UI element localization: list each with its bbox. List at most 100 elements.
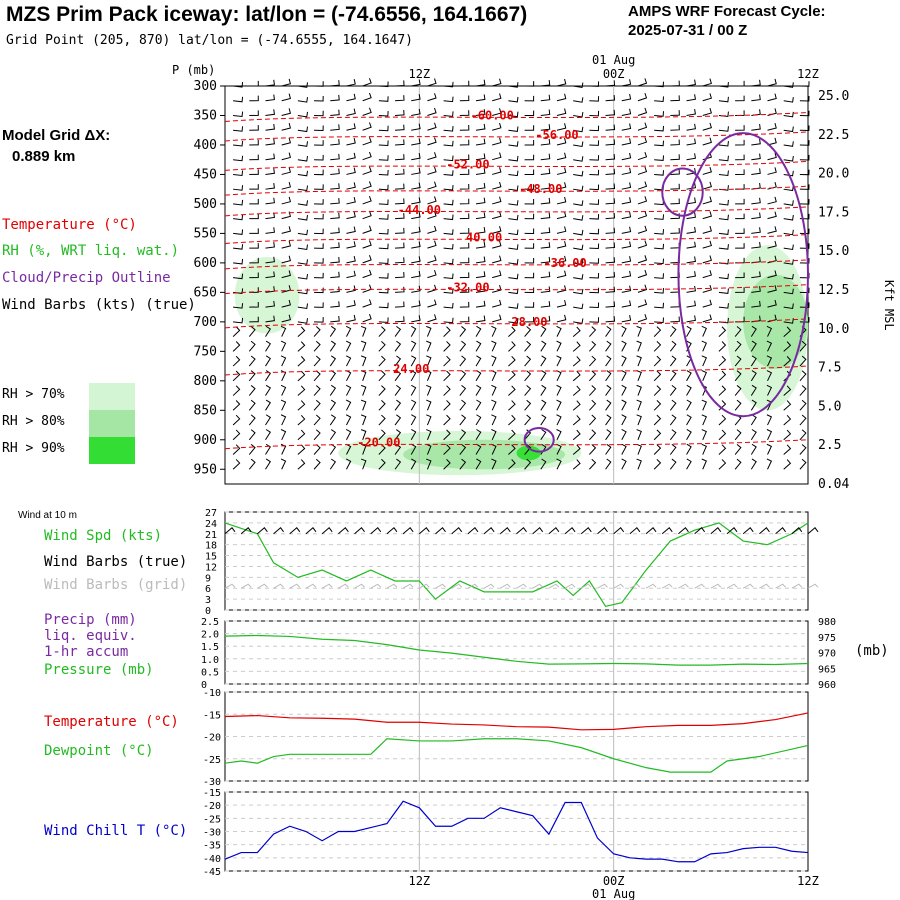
wind-barb xyxy=(540,256,551,264)
sfc-wind-barb-true xyxy=(791,527,803,535)
wind-barb xyxy=(621,325,627,337)
forecast-cycle-label: AMPS WRF Forecast Cycle: xyxy=(628,3,826,20)
wind-barb xyxy=(265,340,272,352)
wind-barb xyxy=(360,399,367,411)
wind-barb xyxy=(345,414,352,426)
sfc-wind-barb-grid xyxy=(273,583,284,589)
wind-barb xyxy=(605,271,616,279)
wind-barb xyxy=(589,273,600,279)
sfc-wind-barb-true xyxy=(257,527,268,535)
wind-barb xyxy=(621,315,632,323)
wind-barb xyxy=(621,399,627,411)
wind-barb xyxy=(799,355,807,367)
rh-swatch-2 xyxy=(89,437,135,464)
wind-barb xyxy=(637,314,648,323)
wind-barb xyxy=(265,182,275,190)
wind-barb xyxy=(734,326,742,337)
precip-tick-label: 1.0 xyxy=(201,655,219,666)
wind-barb xyxy=(524,399,532,411)
wind-barb xyxy=(783,341,792,352)
wind-barb xyxy=(524,125,535,131)
wind-barb xyxy=(637,225,648,234)
wind-barb xyxy=(540,94,551,102)
wind-barb xyxy=(508,303,519,309)
model-grid-label: Model Grid ΔX: xyxy=(2,127,111,144)
wind-barb xyxy=(459,287,470,293)
wind-barb xyxy=(362,166,372,175)
wind-barb xyxy=(654,258,665,265)
wind-barb xyxy=(540,183,551,190)
wind-barb xyxy=(232,355,241,367)
sfc-wind-barb-true xyxy=(694,527,706,535)
sfc-wind-barb-true xyxy=(775,527,787,535)
wind-barb xyxy=(718,385,727,396)
wind-barb xyxy=(233,81,244,88)
wind-barb xyxy=(734,458,742,470)
wind-barb xyxy=(508,355,516,367)
wind-barb xyxy=(411,94,421,102)
wind-barb xyxy=(636,429,642,440)
wind-barb xyxy=(799,444,807,455)
wind-barb xyxy=(330,124,340,131)
wind-barb xyxy=(799,287,810,294)
wind-barb xyxy=(669,370,677,382)
wind-barb xyxy=(248,385,256,396)
wind-barb xyxy=(701,443,707,455)
wind-chill-line xyxy=(224,800,809,863)
wind-barb xyxy=(750,429,757,441)
wind-barb xyxy=(249,213,259,220)
pressure-tick-label: 350 xyxy=(194,108,217,123)
wind-barb xyxy=(426,458,432,470)
wind-barb xyxy=(232,444,241,455)
wind-barb xyxy=(702,107,712,116)
wind-barb xyxy=(410,458,417,470)
wind-barb xyxy=(556,196,567,205)
height-tick-label: 12.5 xyxy=(818,283,849,298)
wind-barb xyxy=(686,399,692,411)
wind-barb xyxy=(572,326,581,337)
wind-barb xyxy=(280,458,287,470)
wind-barb xyxy=(734,429,742,441)
wind-barb xyxy=(281,255,292,264)
wind-barb xyxy=(766,384,773,396)
wind-barb xyxy=(589,317,600,323)
wind-barb xyxy=(443,273,454,280)
wind-barb xyxy=(508,170,519,177)
wind-barb xyxy=(378,140,389,147)
wind-barb xyxy=(459,414,467,426)
wind-barb xyxy=(475,197,486,205)
wind-barb xyxy=(492,240,502,249)
wind-barb xyxy=(443,96,454,103)
pressure-tick-label: 700 xyxy=(194,315,217,330)
wind-barb xyxy=(799,429,807,441)
wind-barb xyxy=(573,215,584,221)
wind-barb xyxy=(265,271,275,279)
wind-barb xyxy=(669,443,677,455)
wind-barb xyxy=(378,326,386,337)
wind-barb xyxy=(346,314,356,323)
rh-swatch-1 xyxy=(89,410,135,437)
sfc-wind-barb-true xyxy=(338,527,349,535)
wind-barb xyxy=(492,167,502,175)
wind-barb xyxy=(232,459,241,470)
wind-barb xyxy=(589,125,600,132)
wind-barb xyxy=(233,199,244,206)
sfc-wind-barb-grid xyxy=(807,583,819,589)
sfc-wind-barb-true xyxy=(499,527,511,535)
wind-barb xyxy=(637,151,648,161)
temp-contour-label-1: -56.00 xyxy=(535,128,578,142)
wind-barb xyxy=(492,314,502,323)
height-tick-label: 22.5 xyxy=(818,128,849,143)
wind-barb xyxy=(411,241,421,249)
wind-barb xyxy=(475,138,486,146)
wind-barb xyxy=(313,370,321,382)
wind-barb xyxy=(443,370,451,382)
wind-barb xyxy=(767,93,777,102)
wind-barb xyxy=(411,315,421,323)
wind-barb xyxy=(378,214,389,220)
wind-barb xyxy=(524,340,532,352)
wind-barb xyxy=(735,125,745,131)
wind-barb xyxy=(475,256,486,264)
wind-barb xyxy=(605,153,616,161)
wind-barb xyxy=(702,122,712,131)
